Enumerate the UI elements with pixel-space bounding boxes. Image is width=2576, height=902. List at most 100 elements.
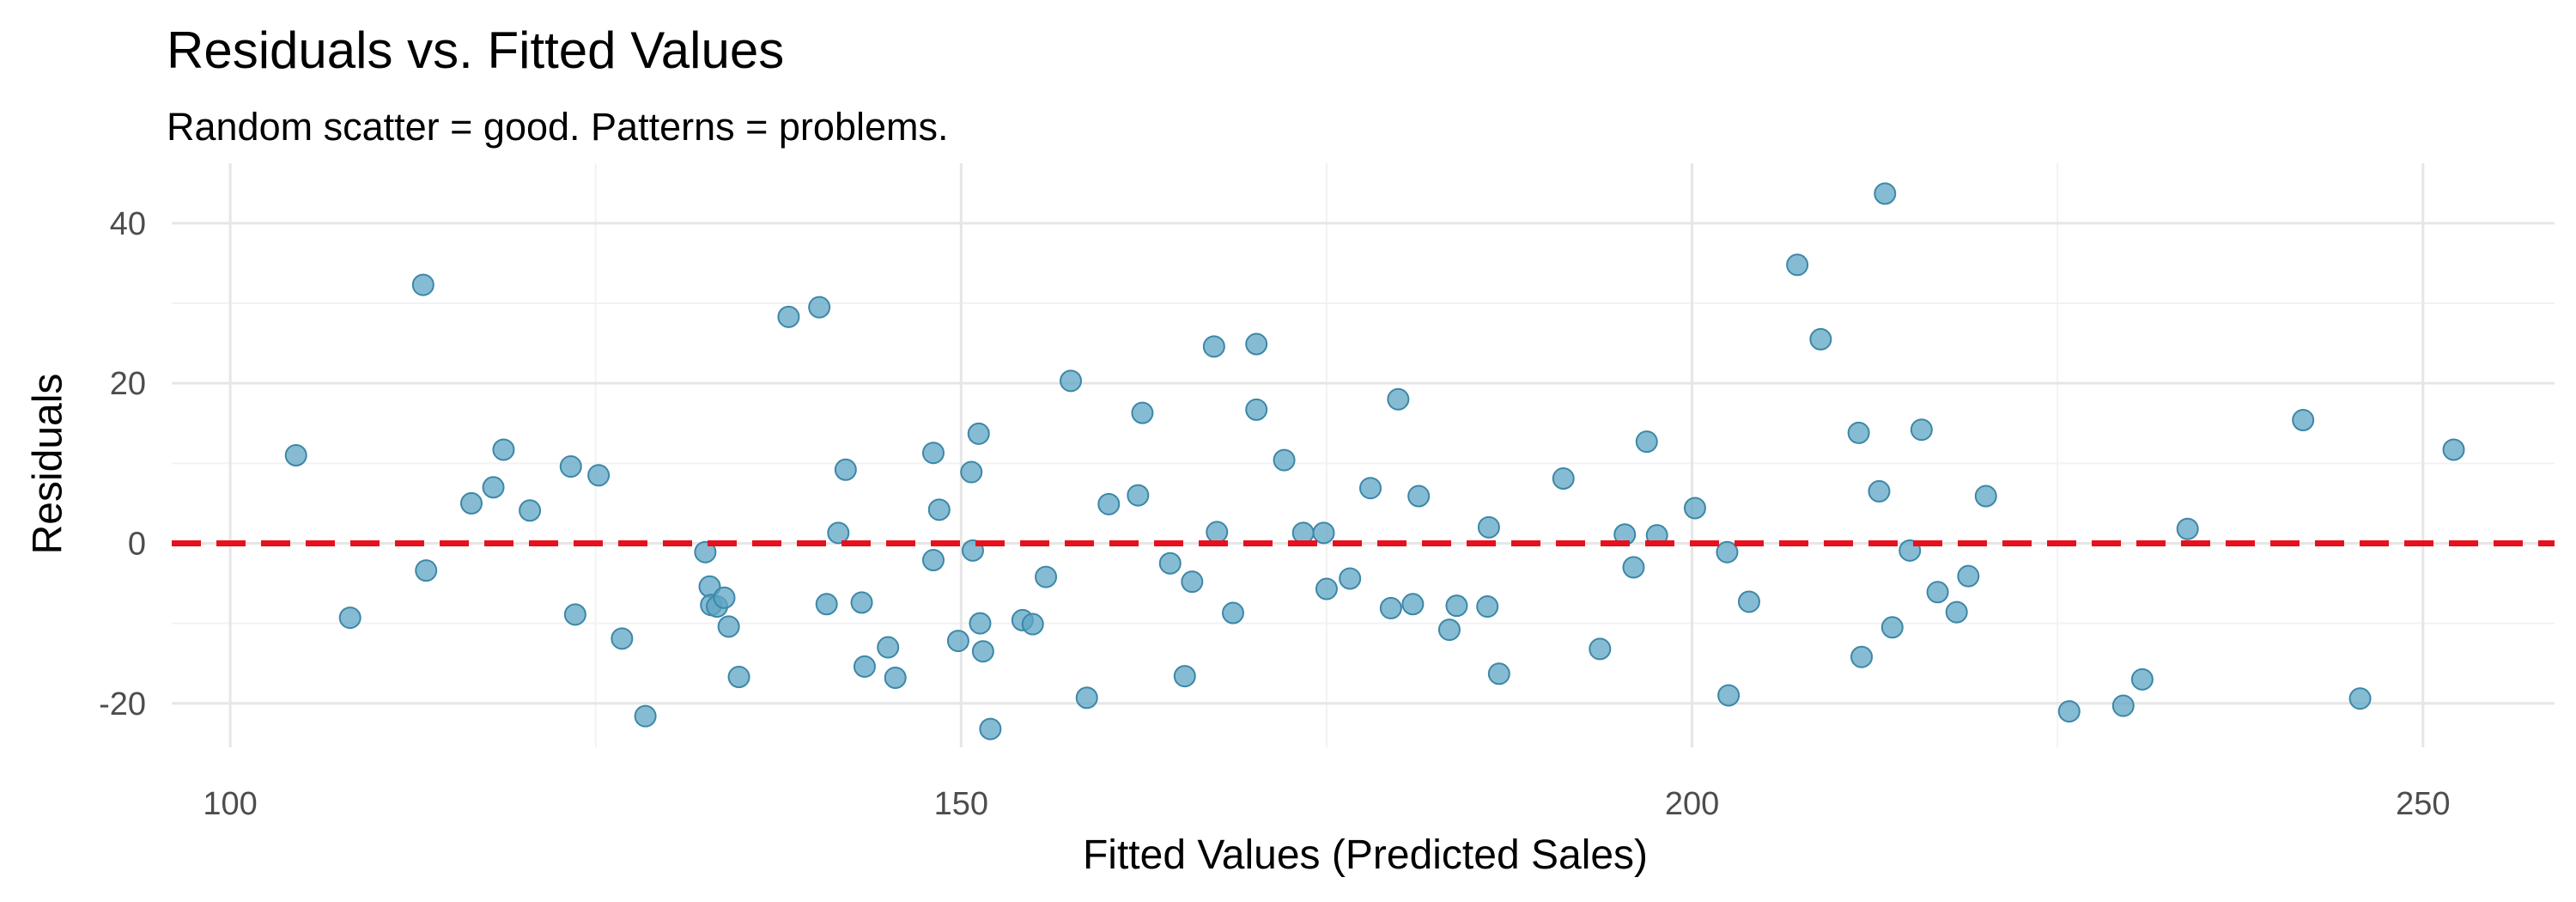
data-point	[1035, 565, 1058, 588]
data-point	[1379, 596, 1402, 619]
data-point	[1974, 485, 1997, 508]
data-point	[1477, 515, 1500, 539]
data-point	[492, 438, 515, 461]
data-point	[827, 521, 850, 545]
data-point	[1809, 327, 1832, 350]
data-point	[1635, 430, 1658, 454]
data-point	[921, 549, 945, 572]
data-point	[1401, 593, 1425, 616]
data-point	[1910, 418, 1933, 442]
data-point	[1131, 401, 1154, 424]
data-point	[1850, 645, 1874, 668]
x-tick-label: 150	[934, 786, 988, 822]
data-point	[1717, 684, 1741, 707]
x-tick-label: 200	[1665, 786, 1719, 822]
data-point	[877, 636, 900, 659]
data-point	[967, 422, 990, 445]
data-point	[460, 491, 483, 515]
data-point	[971, 640, 994, 663]
data-point	[1622, 556, 1645, 579]
data-point	[1683, 497, 1706, 520]
data-point	[563, 603, 586, 626]
data-point	[1476, 595, 1499, 619]
data-point	[834, 458, 857, 481]
data-point	[482, 476, 505, 499]
data-point	[853, 655, 876, 678]
y-tick-label: 20	[110, 366, 146, 402]
data-point	[1407, 485, 1431, 508]
data-point	[338, 606, 361, 630]
data-point	[777, 305, 800, 328]
data-point	[713, 586, 736, 609]
y-axis-label: Residuals	[25, 373, 71, 555]
data-point	[1075, 686, 1098, 710]
data-point	[1315, 577, 1338, 600]
data-point	[1445, 594, 1468, 618]
data-point	[1880, 616, 1904, 639]
data-point	[1221, 601, 1244, 625]
axis-ticks: 100 150 200 250 -20 0 20 40	[99, 206, 2450, 822]
chart-subtitle: Random scatter = good. Patterns = proble…	[167, 105, 949, 149]
data-point	[1158, 552, 1182, 575]
x-tick-label: 100	[203, 786, 257, 822]
data-point	[1173, 665, 1196, 688]
y-tick-label: -20	[99, 686, 146, 722]
data-point	[1487, 662, 1510, 686]
data-point	[1847, 421, 1870, 444]
data-point	[979, 717, 1002, 740]
data-point	[1127, 484, 1150, 507]
data-point	[559, 455, 582, 478]
data-point	[1552, 467, 1575, 491]
data-point	[2111, 694, 2135, 717]
y-tick-label: 0	[128, 526, 146, 562]
data-point	[1874, 182, 1897, 205]
data-point	[611, 627, 634, 650]
data-point	[1945, 600, 1968, 624]
data-point	[1060, 369, 1083, 393]
data-point	[927, 498, 951, 521]
data-point	[1868, 479, 1891, 503]
data-point	[884, 666, 907, 689]
data-point	[694, 540, 717, 564]
data-point	[1339, 567, 1362, 590]
data-point	[1206, 521, 1229, 544]
y-tick-label: 40	[110, 206, 146, 242]
data-point	[1273, 448, 1296, 472]
x-tick-label: 250	[2396, 786, 2450, 822]
data-point	[2176, 517, 2199, 540]
data-point	[2292, 409, 2315, 432]
data-point	[634, 704, 657, 728]
data-point	[1387, 387, 1410, 411]
data-point	[921, 442, 945, 465]
data-point	[1312, 521, 1335, 545]
data-point	[1291, 521, 1315, 545]
chart-title: Residuals vs. Fitted Values	[167, 21, 785, 79]
data-point	[727, 666, 750, 689]
data-point	[1245, 332, 1268, 356]
data-point	[815, 593, 838, 616]
data-point	[969, 612, 992, 635]
data-point	[1202, 335, 1225, 358]
data-point	[587, 464, 611, 487]
x-axis-label: Fitted Values (Predicted Sales)	[1082, 832, 1649, 878]
data-point	[1181, 570, 1204, 594]
data-point	[519, 499, 542, 522]
data-point	[1437, 619, 1461, 642]
data-point	[284, 444, 307, 466]
data-point	[1786, 253, 1809, 277]
data-point	[1359, 477, 1382, 500]
data-point	[1245, 398, 1268, 421]
data-point	[2442, 438, 2465, 461]
data-points	[284, 182, 2465, 740]
data-point	[2130, 667, 2154, 691]
data-point	[1021, 613, 1044, 636]
data-point	[1926, 581, 1949, 604]
data-point	[1589, 637, 1612, 661]
data-point	[960, 460, 983, 484]
data-point	[2348, 687, 2372, 710]
data-point	[1737, 590, 1760, 613]
data-point	[808, 296, 831, 319]
data-point	[2057, 700, 2081, 723]
data-point	[1097, 492, 1121, 515]
data-point	[1957, 564, 1980, 588]
